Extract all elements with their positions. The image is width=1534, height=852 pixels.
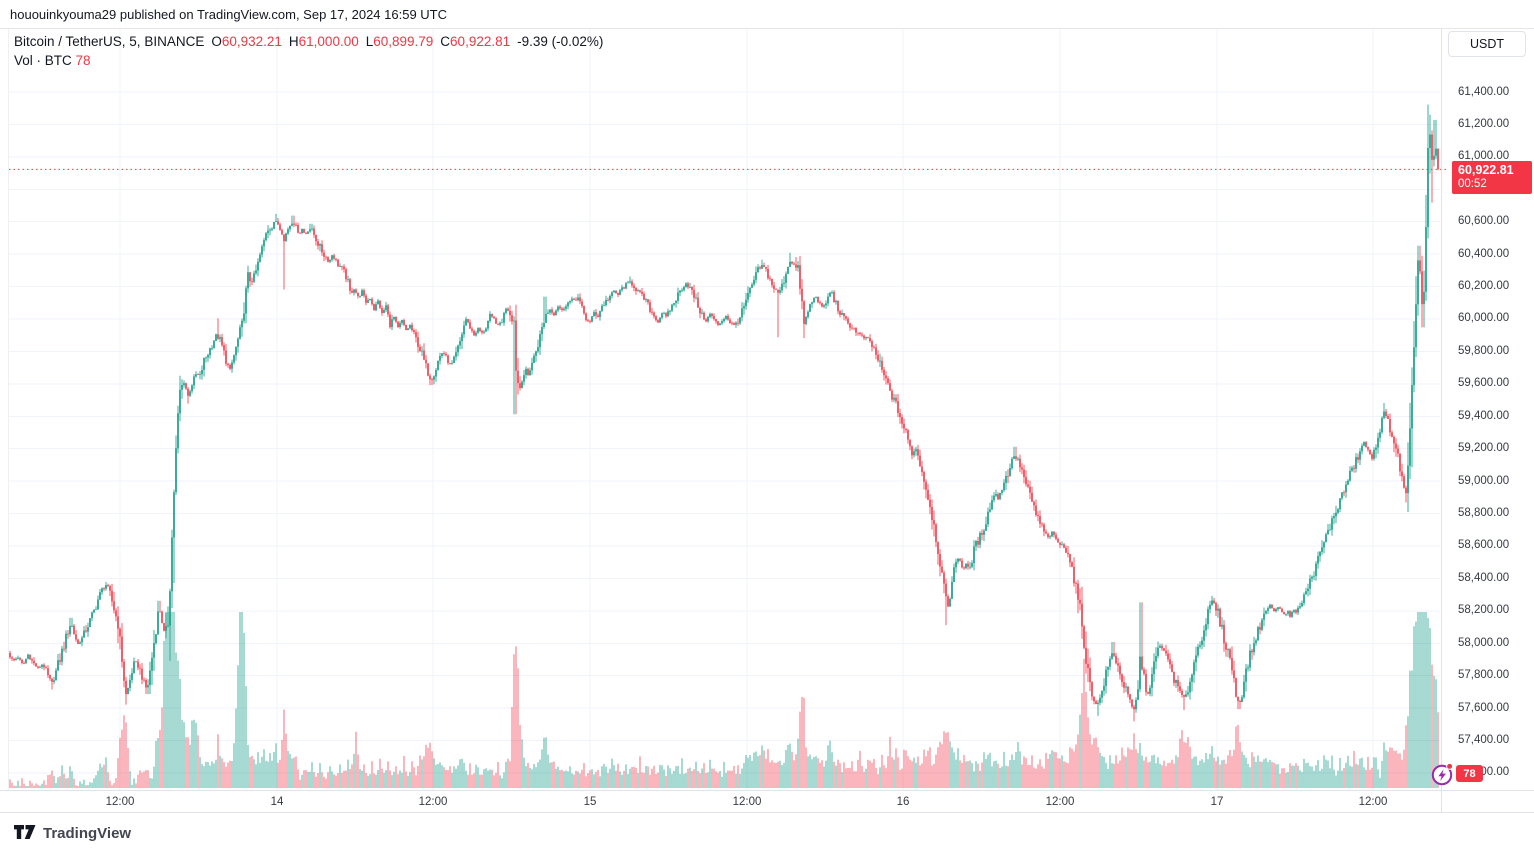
volume-badge: 78 xyxy=(1456,765,1483,782)
price-axis[interactable]: 61,400.0061,200.0061,000.0060,800.0060,6… xyxy=(1442,29,1534,790)
lightning-icon xyxy=(1431,762,1454,786)
price-axis-label: 57,600.00 xyxy=(1458,701,1510,714)
time-axis-label: 14 xyxy=(270,796,284,808)
time-axis-label: 12:00 xyxy=(1045,796,1075,808)
symbol-row: Bitcoin / TetherUS, 5, BINANCE O60,932.21… xyxy=(14,33,603,50)
open-value: 60,932.21 xyxy=(221,34,282,49)
time-axis-label: 12:00 xyxy=(732,796,762,808)
flash-volume-icon[interactable] xyxy=(1431,762,1455,787)
high-value: 61,000.00 xyxy=(298,34,359,49)
last-price-value: 60,922.81 xyxy=(1458,163,1514,177)
low-value: 60,899.79 xyxy=(373,34,434,49)
low-label: L xyxy=(365,34,374,49)
volume-row: Vol · BTC 78 xyxy=(14,52,603,69)
published-bar: hououinkyouma29 published on TradingView… xyxy=(0,0,1534,29)
price-axis-label: 60,200.00 xyxy=(1458,280,1510,293)
time-axis-label: 12:00 xyxy=(418,796,448,808)
chart-legend: Bitcoin / TetherUS, 5, BINANCE O60,932.21… xyxy=(14,33,603,69)
price-axis-label: 57,400.00 xyxy=(1458,734,1510,747)
bar-countdown: 00:52 xyxy=(1458,178,1487,190)
open-label: O xyxy=(211,34,222,49)
time-axis-label: 12:00 xyxy=(105,796,135,808)
time-axis-label: 17 xyxy=(1210,796,1224,808)
price-axis-label: 59,200.00 xyxy=(1458,442,1510,455)
currency-toggle-button[interactable]: USDT xyxy=(1448,31,1526,57)
price-axis-label: 59,800.00 xyxy=(1458,344,1510,357)
price-axis-separator xyxy=(1441,29,1442,813)
tradingview-logo-text[interactable]: TradingView xyxy=(43,824,132,842)
price-axis-label: 58,000.00 xyxy=(1458,636,1510,649)
close-value: 60,922.81 xyxy=(450,34,511,49)
change-value: -9.39 (-0.02%) xyxy=(517,34,604,49)
time-axis-label: 15 xyxy=(583,796,597,808)
symbol-title[interactable]: Bitcoin / TetherUS, 5, BINANCE xyxy=(14,34,205,49)
price-axis-label: 60,600.00 xyxy=(1458,215,1510,228)
chart-bottom-separator xyxy=(0,812,1534,813)
price-axis-label: 59,000.00 xyxy=(1458,474,1510,487)
time-axis-separator xyxy=(0,790,1534,791)
price-axis-label: 61,000.00 xyxy=(1458,150,1510,163)
price-axis-label: 58,800.00 xyxy=(1458,507,1510,520)
volume-value: 78 xyxy=(75,53,91,68)
price-axis-label: 58,200.00 xyxy=(1458,604,1510,617)
price-axis-label: 60,400.00 xyxy=(1458,247,1510,260)
price-axis-label: 58,400.00 xyxy=(1458,571,1510,584)
tradingview-logo-icon[interactable] xyxy=(14,824,36,842)
time-axis-label: 16 xyxy=(896,796,910,808)
price-axis-label: 57,800.00 xyxy=(1458,669,1510,682)
price-axis-label: 60,000.00 xyxy=(1458,312,1510,325)
high-label: H xyxy=(288,34,299,49)
close-label: C xyxy=(440,34,451,49)
price-axis-label: 61,200.00 xyxy=(1458,117,1510,130)
last-price-label: 60,922.81 00:52 xyxy=(1452,161,1532,194)
price-axis-label: 61,400.00 xyxy=(1458,85,1510,98)
price-axis-label: 58,600.00 xyxy=(1458,539,1510,552)
price-axis-label: 59,400.00 xyxy=(1458,409,1510,422)
published-bar-text: hououinkyouma29 published on TradingView… xyxy=(10,6,447,22)
pane-left-border xyxy=(8,29,9,790)
time-axis-label: 12:00 xyxy=(1358,796,1388,808)
footer: TradingView xyxy=(14,820,131,846)
price-axis-label: 59,600.00 xyxy=(1458,377,1510,390)
volume-label[interactable]: Vol · BTC xyxy=(14,53,72,68)
